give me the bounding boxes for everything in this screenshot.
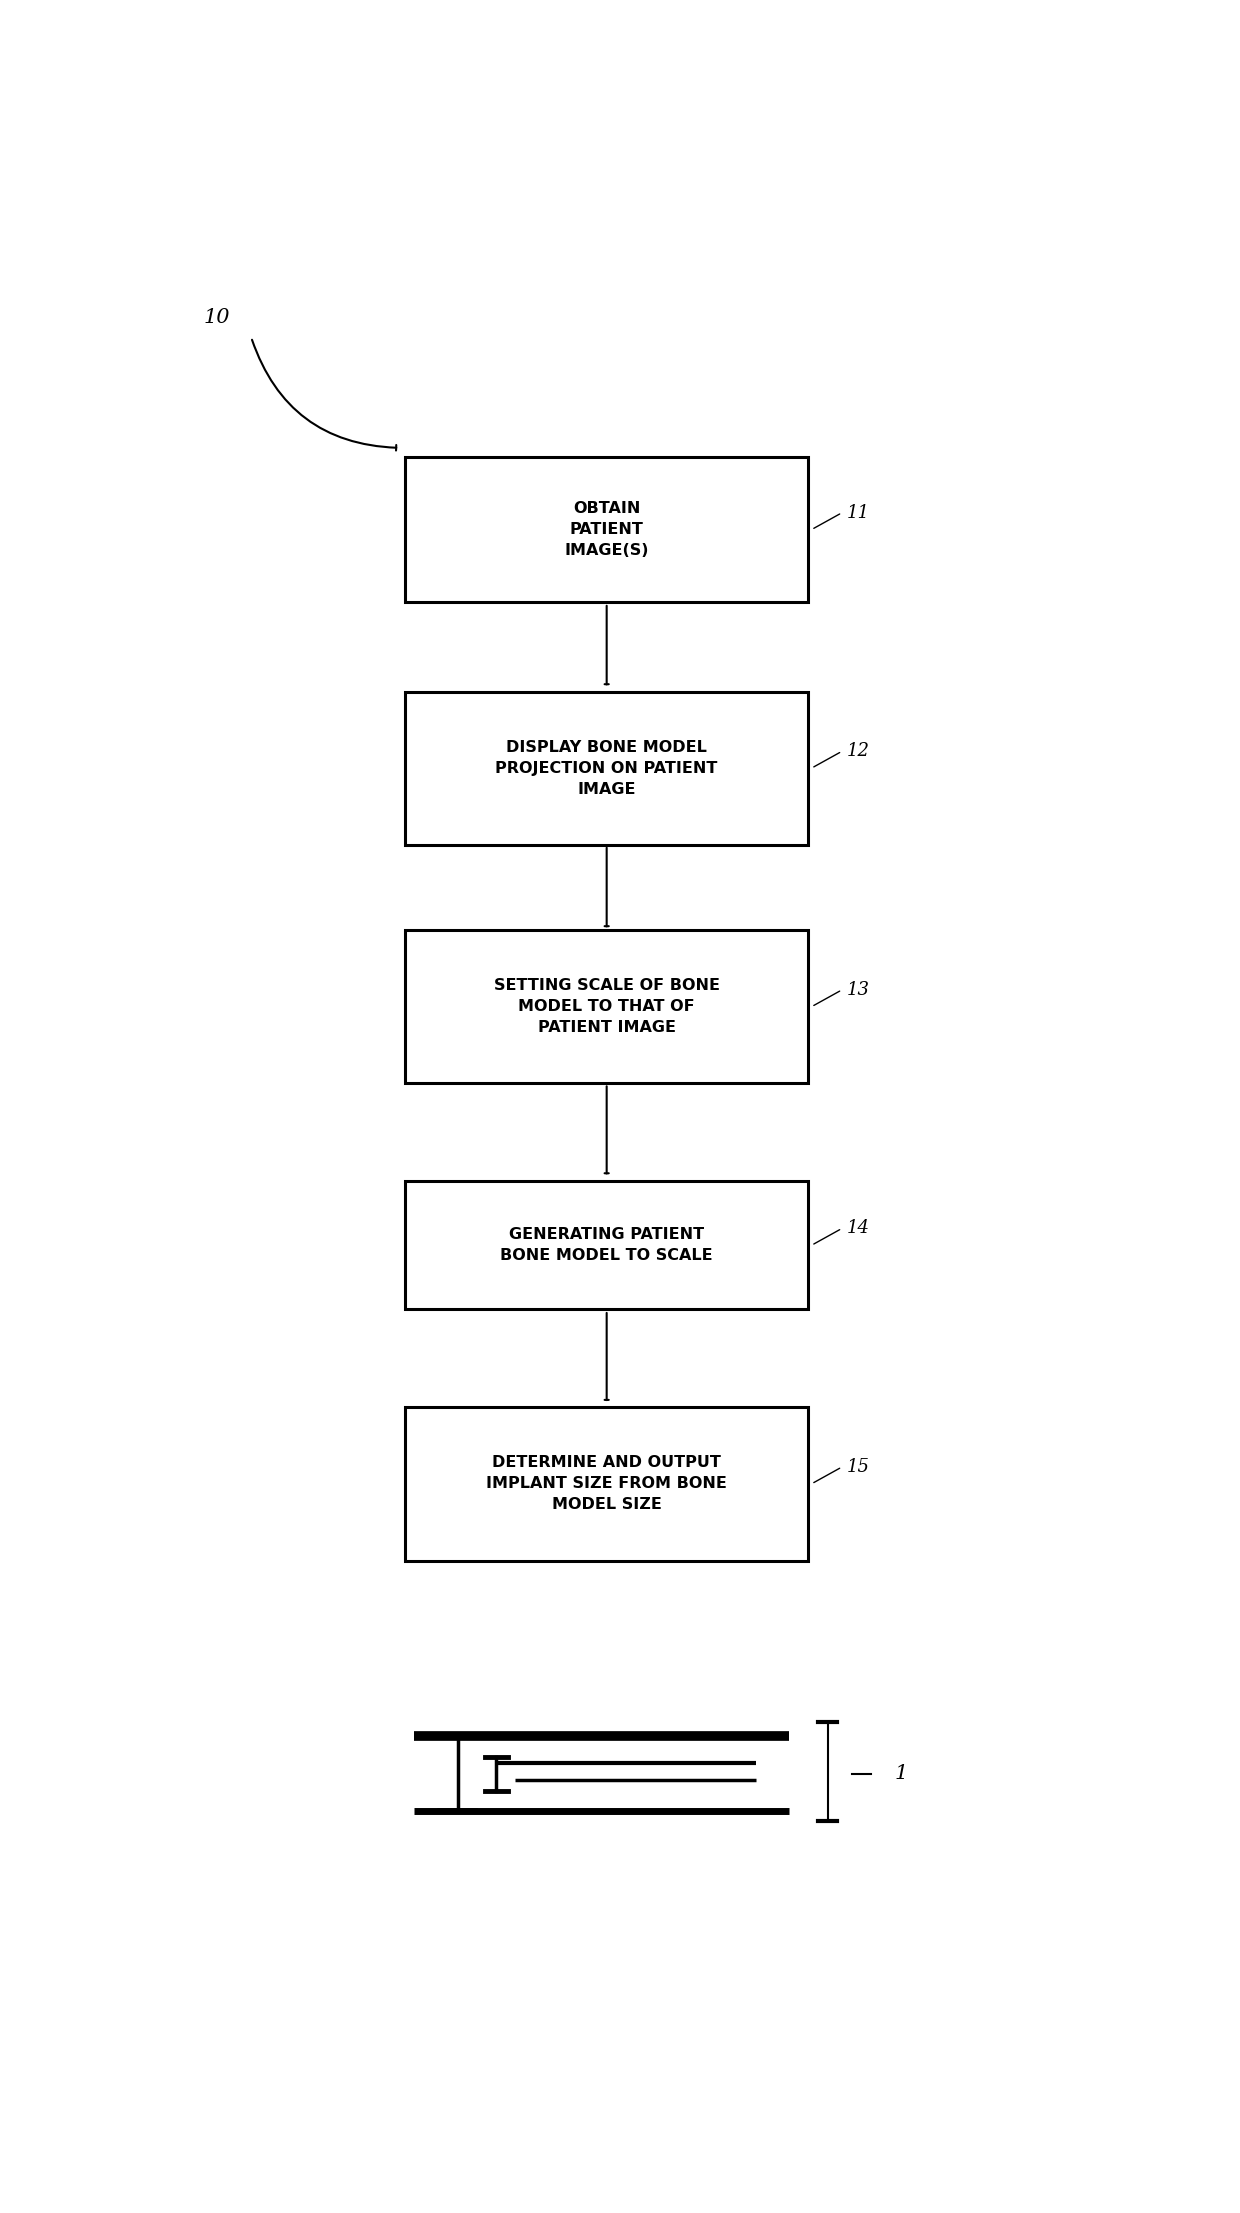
Text: OBTAIN
PATIENT
IMAGE(S): OBTAIN PATIENT IMAGE(S) <box>564 500 649 558</box>
Bar <box>404 693 808 845</box>
Bar <box>404 1182 808 1310</box>
Text: GENERATING PATIENT
BONE MODEL TO SCALE: GENERATING PATIENT BONE MODEL TO SCALE <box>501 1228 713 1264</box>
Text: DETERMINE AND OUTPUT
IMPLANT SIZE FROM BONE
MODEL SIZE: DETERMINE AND OUTPUT IMPLANT SIZE FROM B… <box>486 1456 727 1511</box>
Bar <box>404 458 808 602</box>
Text: SETTING SCALE OF BONE
MODEL TO THAT OF
PATIENT IMAGE: SETTING SCALE OF BONE MODEL TO THAT OF P… <box>494 978 719 1036</box>
Text: DISPLAY BONE MODEL
PROJECTION ON PATIENT
IMAGE: DISPLAY BONE MODEL PROJECTION ON PATIENT… <box>496 739 718 797</box>
Text: 10: 10 <box>203 308 229 328</box>
Text: 15: 15 <box>847 1458 870 1476</box>
Bar <box>404 1407 808 1560</box>
Text: 1: 1 <box>895 1764 908 1784</box>
Text: 11: 11 <box>847 505 870 522</box>
Text: 14: 14 <box>847 1219 870 1237</box>
Bar <box>404 929 808 1084</box>
Text: 13: 13 <box>847 980 870 998</box>
Text: 12: 12 <box>847 741 870 761</box>
